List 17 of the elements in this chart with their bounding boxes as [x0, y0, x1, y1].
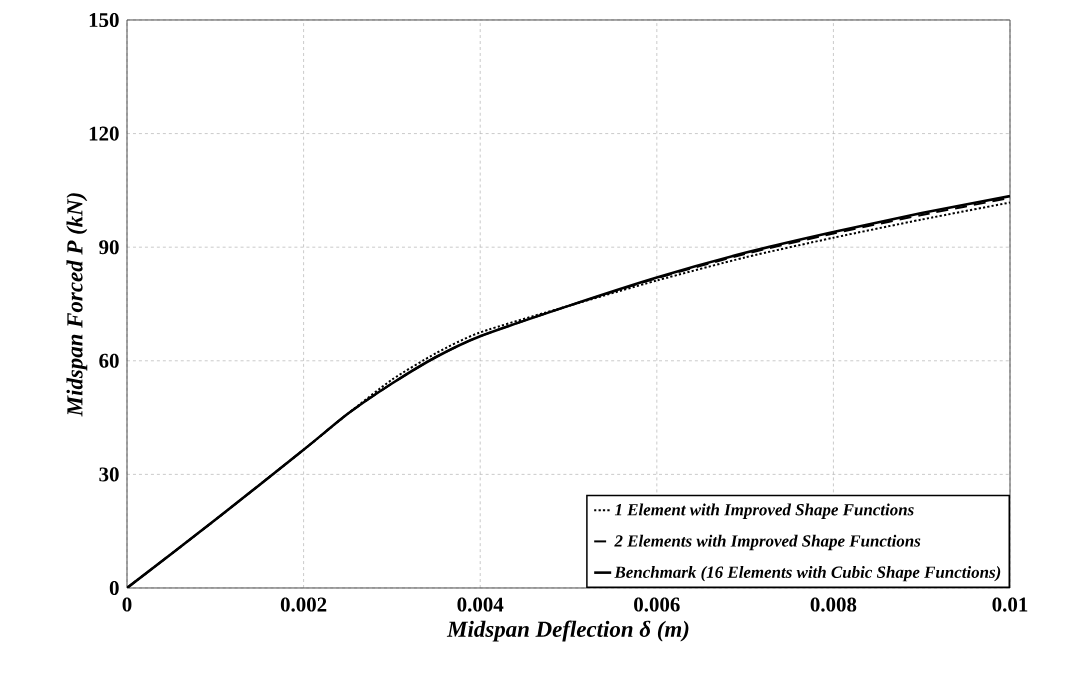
y-tick-label: 90: [99, 240, 119, 255]
x-axis-title: Midspan Deflection δ (m): [446, 620, 689, 642]
x-tick-label: 0: [122, 597, 132, 612]
x-tick-label: 0.002: [280, 597, 327, 612]
legend-label: 1 Element with Improved Shape Functions: [614, 503, 914, 519]
y-tick-label: 30: [99, 467, 119, 482]
legend-label: 2 Elements with Improved Shape Functions: [614, 534, 921, 551]
x-tick-label: 0.01: [992, 597, 1028, 612]
y-tick-label: 0: [109, 580, 119, 596]
y-tick-label: 120: [89, 126, 119, 141]
x-tick-label: 0.008: [810, 597, 857, 612]
x-tick-label: 0.004: [457, 597, 504, 612]
y-tick-label: 150: [89, 12, 119, 28]
legend-label: Benchmark (16 Elements with Cubic Shape Functions): [614, 566, 1001, 582]
y-axis-title: Midspan Forced P (kN): [66, 193, 88, 417]
x-tick-label: 0.006: [634, 597, 680, 612]
y-tick-label: 60: [99, 353, 119, 368]
